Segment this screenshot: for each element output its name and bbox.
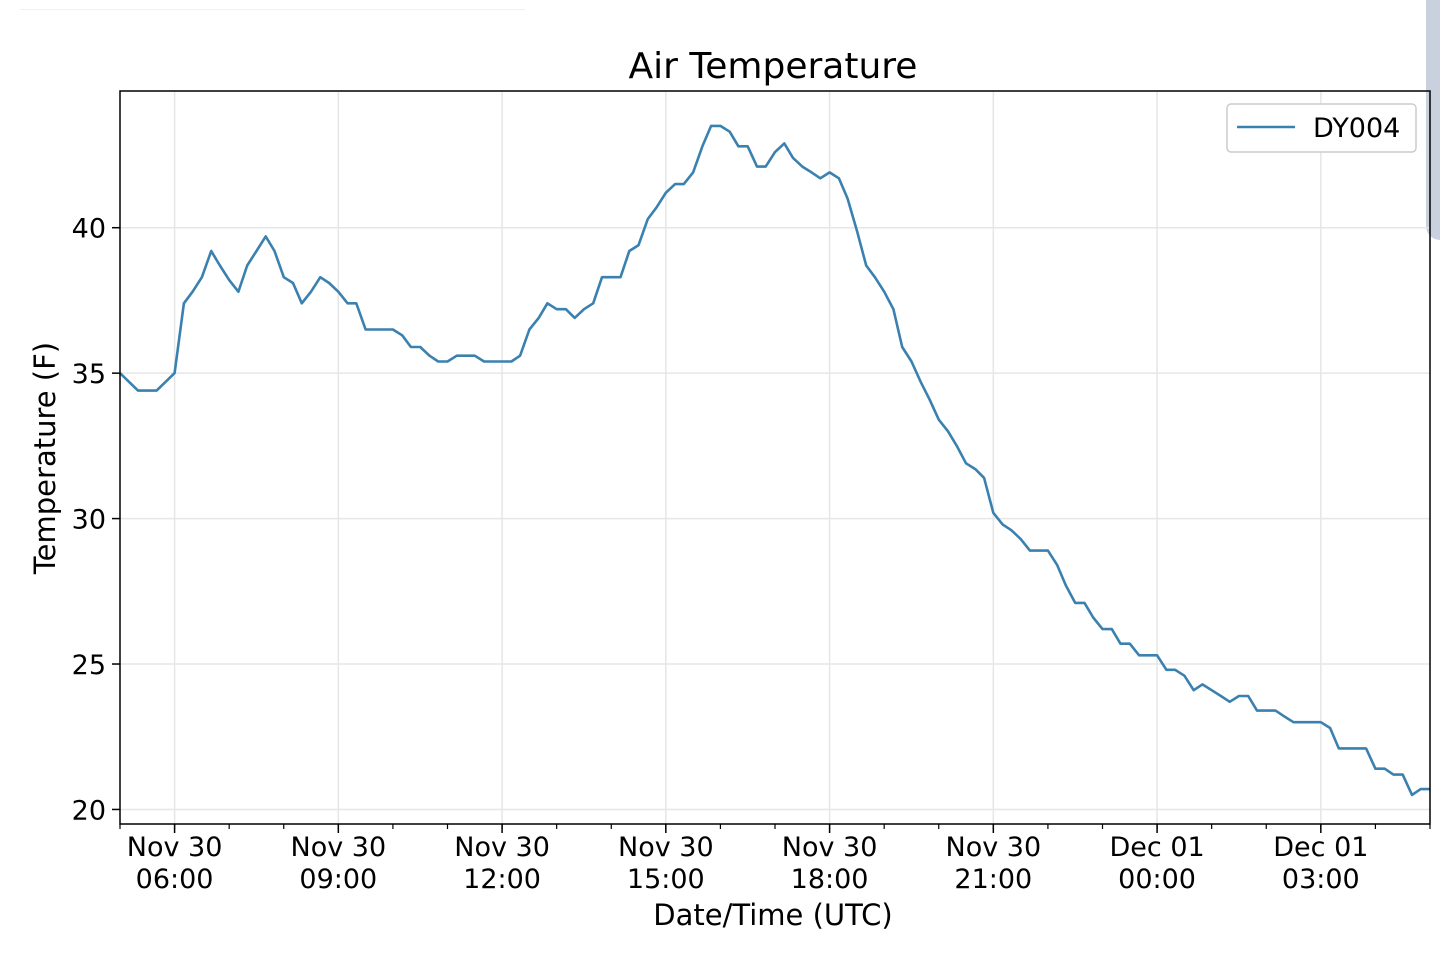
y-tick-label: 35 (72, 359, 106, 390)
x-tick-label-time: 09:00 (299, 864, 377, 895)
y-axis-label: Temperature (F) (28, 342, 62, 575)
y-tick-label: 40 (72, 214, 106, 245)
x-tick-label-date: Dec 01 (1273, 832, 1368, 863)
x-tick-label-time: 15:00 (627, 864, 705, 895)
x-tick-label-date: Nov 30 (782, 832, 878, 863)
x-tick-label-date: Nov 30 (454, 832, 550, 863)
y-tick-label: 25 (72, 650, 106, 681)
legend-box (1226, 103, 1417, 153)
series-layer (119, 124, 1430, 797)
x-tick-label-time: 00:00 (1118, 864, 1196, 895)
chart-title: Air Temperature (629, 46, 918, 87)
x-tick-label-time: 18:00 (791, 864, 869, 895)
series-line-dy004 (119, 124, 1430, 797)
y-tick-label: 30 (72, 505, 106, 536)
grid-lines (120, 91, 1430, 824)
plot-area-frame (119, 90, 1431, 825)
x-tick-label-time: 21:00 (954, 864, 1032, 895)
x-tick-label-date: Nov 30 (946, 832, 1042, 863)
x-tick-label-time: 03:00 (1282, 864, 1360, 895)
x-tick-label-time: 12:00 (463, 864, 541, 895)
x-tick-label-date: Nov 30 (618, 832, 714, 863)
legend-label-dy004: DY004 (1313, 113, 1400, 144)
legend: DY004 (1226, 103, 1417, 153)
y-tick-label: 20 (72, 795, 106, 826)
x-tick-label-date: Nov 30 (127, 832, 223, 863)
x-tick-label-time: 06:00 (136, 864, 214, 895)
top-divider (20, 9, 525, 10)
x-axis-label: Date/Time (UTC) (653, 898, 892, 932)
x-tick-label-date: Nov 30 (291, 832, 387, 863)
x-tick-label-date: Dec 01 (1109, 832, 1204, 863)
